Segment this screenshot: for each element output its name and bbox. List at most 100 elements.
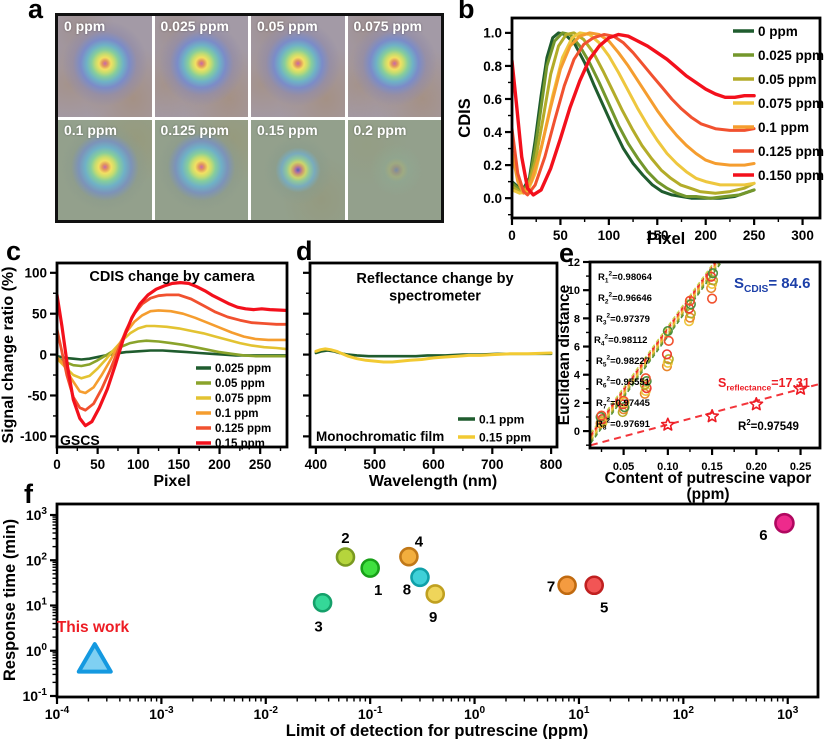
chart-b-cdis-vs-pixel: 0 50 100 150 200 250 300 0.0 0.2 0.4 0.6 0.8 1.0 Pixe… [456, 16, 824, 248]
tick-label: 10-3 [149, 705, 174, 722]
series-line [57, 309, 287, 395]
legend-label: 0.125 ppm [758, 144, 824, 159]
plot-area [590, 262, 820, 447]
legend-label: 0.1 ppm [758, 120, 809, 135]
data-point [399, 546, 419, 567]
data-point-open-circle [684, 295, 696, 306]
tick-label: 10 [568, 285, 580, 297]
image-label: 0.025 ppm [160, 18, 229, 34]
tick-label: 150 [646, 228, 669, 243]
tick-label: 12 [568, 257, 580, 269]
image-label: 0.2 ppm [353, 121, 407, 138]
image-label: 0.075 ppm [353, 18, 422, 34]
plot-area [512, 31, 756, 200]
annotation-text: R42=0.98112 [594, 334, 647, 348]
tick-label: 1.0 [483, 26, 502, 41]
data-point [335, 547, 356, 567]
point-label: 9 [429, 609, 437, 626]
legend-label: 0.025 ppm [215, 363, 271, 375]
image-label: 0.15 ppm [257, 121, 318, 138]
annotation-text: R22=0.96646 [598, 292, 652, 306]
trend-line [590, 262, 722, 442]
tick-label: 800 [540, 457, 563, 472]
trend-line [590, 262, 723, 444]
legend-label: 0.05 ppm [215, 378, 265, 390]
tick-label: 0 [39, 347, 47, 362]
panel-a-image-0075ppm: 0.075 ppm [347, 16, 441, 117]
data-point [410, 567, 430, 588]
tick-label: 100 [24, 266, 47, 281]
trend-line [590, 262, 718, 437]
tick-label: 101 [26, 597, 48, 614]
legend-label: 0.075 ppm [758, 96, 824, 111]
panel-a-image-02ppm: 0.2 ppm [347, 119, 441, 220]
point-label: 1 [374, 582, 382, 599]
data-point-open-circle [707, 268, 719, 279]
tick-label: 100 [26, 642, 48, 659]
series-line [512, 31, 756, 195]
panel-label-c: c [6, 236, 22, 266]
star-marker [749, 397, 764, 411]
y-axis-title: Euclidean distance [558, 284, 573, 425]
plot-frame [55, 502, 820, 699]
trend-line [590, 262, 720, 440]
annotation-text: R2=0.97549 [738, 418, 799, 433]
panel-a-image-0125ppm: 0.125 ppm [154, 119, 248, 220]
annotation-text: Monochromatic film [316, 429, 444, 444]
series-line [512, 33, 756, 197]
tick-label: 103 [26, 506, 48, 523]
trend-line [590, 262, 717, 435]
point-label: 7 [547, 578, 555, 595]
tick-label: 700 [481, 457, 504, 472]
tick-label: 200 [694, 228, 717, 243]
x-axis-title-line2: (ppm) [686, 486, 729, 503]
tick-label: 50 [553, 228, 568, 243]
data-point-open-circle [706, 293, 718, 304]
tick-label: -50 [27, 388, 47, 403]
tick-label: 101 [568, 705, 590, 722]
chart-d-reflectance-spectrometer: 400 500 600 700 800 Wavelength (nm) Reflectanc… [303, 261, 563, 490]
panel-a-image-015ppm: 0.15 ppm [251, 119, 345, 220]
data-point-open-circle [663, 335, 674, 347]
y-axis-title: Response time (min) [1, 519, 19, 681]
legend-label: 0 ppm [758, 24, 798, 39]
tick-label: 2 [574, 398, 580, 410]
data-point [774, 512, 795, 534]
panel-label-f: f [24, 479, 33, 509]
point-label: 8 [403, 581, 411, 598]
trend-line [590, 262, 719, 438]
annotation-text: SCDIS= 84.6 [734, 275, 810, 295]
tick-label: 8 [574, 313, 580, 325]
data-point-open-circle [618, 395, 629, 406]
annotation-text: R72=0.97445 [596, 397, 651, 411]
panel-a-image-grid: 0 ppm 0.025 ppm 0.05 ppm 0.075 ppm 0.1 p… [55, 13, 444, 223]
plot-frame [510, 16, 822, 220]
panel-a-image-0ppm: 0 ppm [58, 16, 152, 117]
x-axis-title: Pixel [647, 230, 686, 248]
point-label: 6 [759, 527, 767, 544]
x-axis-title: Pixel [153, 473, 190, 490]
tick-label: 100 [598, 228, 621, 243]
tick-label: 500 [363, 457, 386, 472]
star-marker [660, 417, 675, 431]
tick-label: 4 [574, 370, 581, 382]
tick-label: 0.4 [483, 125, 502, 140]
legend-label: 0.150 ppm [758, 168, 824, 183]
tick-label: 0.25 [790, 461, 811, 473]
tick-label: 600 [422, 457, 445, 472]
tick-label: 102 [673, 705, 695, 722]
data-point-open-circle [640, 373, 651, 384]
legend-label: 0.15 ppm [215, 438, 265, 450]
plot-area [314, 347, 553, 364]
y-axis-title: CDIS [456, 98, 474, 137]
this-work-triangle-marker [76, 642, 113, 674]
data-point [425, 584, 446, 604]
x-axis-title: Limit of detection for putrescine (ppm) [286, 722, 589, 739]
data-point-open-circle [661, 349, 673, 360]
x-axis-title: Content of putrescine vapor [605, 470, 812, 487]
tick-label: 250 [249, 457, 272, 472]
panel-label-d: d [296, 236, 313, 266]
tick-label: 0 [508, 228, 516, 243]
image-label: 0.125 ppm [160, 121, 229, 138]
